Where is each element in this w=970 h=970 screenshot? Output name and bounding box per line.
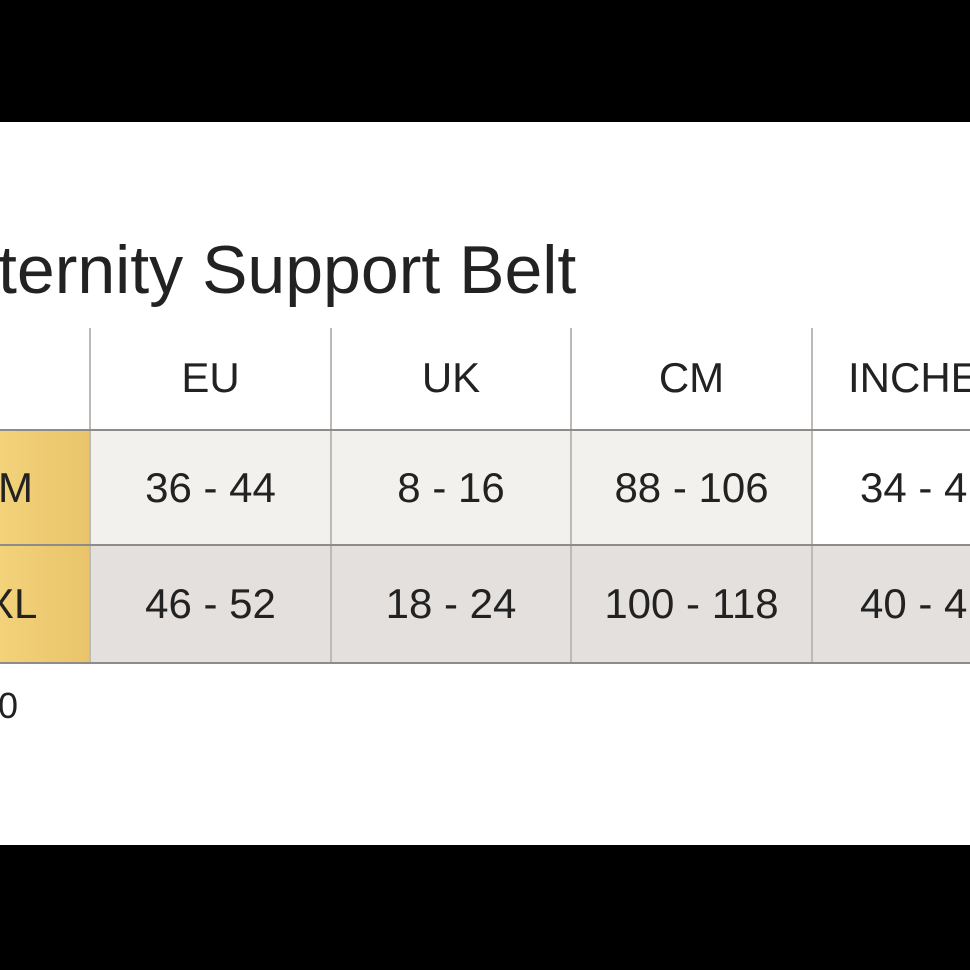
column-header: INCHE (848, 354, 970, 401)
size-label: M (0, 463, 33, 511)
cell: 34 - 4 (860, 463, 968, 511)
column-divider (89, 328, 91, 663)
row-divider (0, 662, 970, 664)
column-header: UK (421, 354, 481, 401)
column-header: CM (658, 354, 725, 401)
cell: 88 - 106 (614, 463, 769, 511)
cell: 8 - 16 (397, 463, 505, 511)
row-bg (90, 545, 970, 663)
footnote: 0 (0, 685, 19, 726)
title: ternity Support Belt (0, 232, 577, 308)
cell: 46 - 52 (145, 580, 276, 627)
row-bg (90, 430, 812, 545)
column-divider (811, 328, 813, 663)
size-label: XL (0, 580, 38, 627)
cell: 18 - 24 (385, 580, 517, 627)
cell: 36 - 44 (145, 463, 276, 511)
column-divider (570, 328, 572, 663)
row-divider (0, 544, 970, 546)
cell: 100 - 118 (604, 580, 779, 627)
row-bg (812, 430, 970, 545)
column-divider (330, 328, 332, 663)
column-header: EU (181, 354, 240, 401)
size-chart: ternity Support Belt EU UK CM INCHE M 36… (0, 122, 970, 845)
cell: 40 - 4 (860, 580, 968, 627)
size-column-bg (0, 430, 90, 663)
row-divider (0, 429, 970, 431)
